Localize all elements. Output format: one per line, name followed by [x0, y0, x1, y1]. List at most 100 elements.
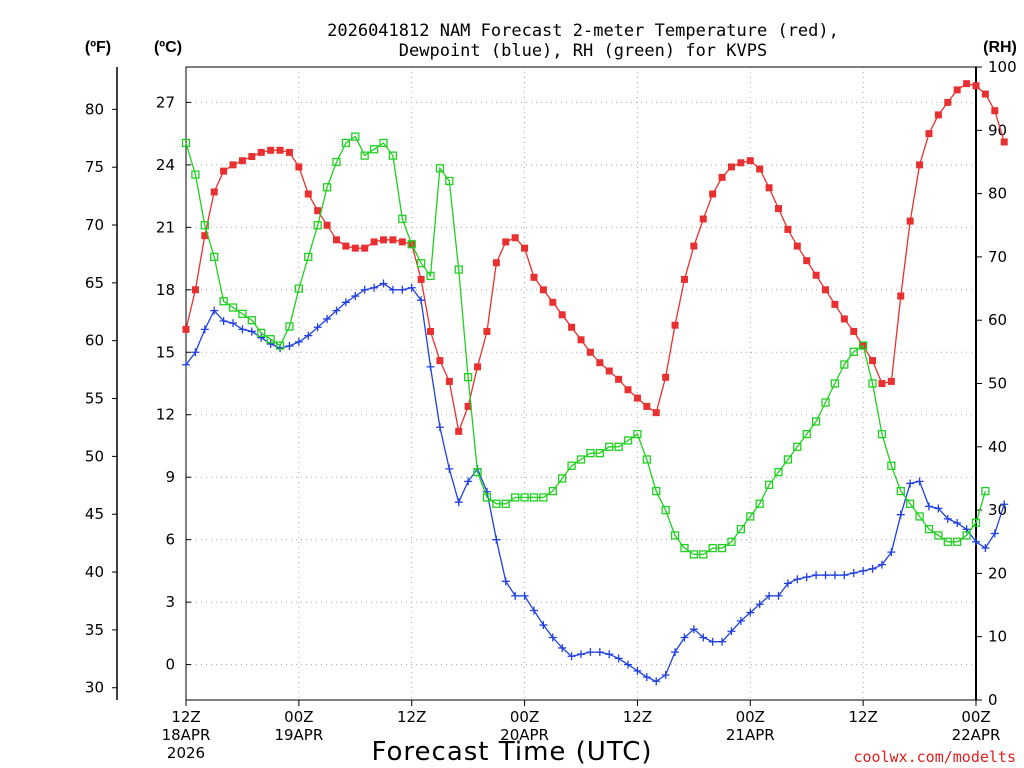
temperature-point — [746, 157, 754, 165]
temperature-point — [558, 311, 566, 319]
dewpoint-point — [906, 479, 915, 488]
celsius-tick-label: 24 — [156, 156, 175, 174]
temperature-point — [709, 190, 717, 198]
relative-humidity-point — [341, 138, 351, 148]
relative-humidity-point — [511, 493, 520, 502]
temperature-point — [380, 236, 387, 244]
temperature-point — [643, 402, 651, 410]
fahrenheit-tick-label: 75 — [85, 158, 104, 176]
fahrenheit-axis-unit: (ºF) — [85, 39, 111, 56]
temperature-point — [784, 225, 792, 233]
temperature-point — [511, 234, 519, 242]
relative-humidity-point — [257, 328, 266, 338]
relative-humidity-point — [962, 531, 971, 540]
relative-humidity-point — [294, 284, 304, 293]
temperature-point — [916, 161, 924, 169]
rh-tick-label: 70 — [988, 248, 1007, 266]
relative-humidity-point — [774, 467, 783, 477]
relative-humidity-point — [369, 145, 379, 154]
dewpoint-point — [727, 627, 736, 636]
dewpoint-point — [990, 529, 999, 538]
dewpoint-point — [323, 314, 332, 323]
relative-humidity-point — [764, 480, 774, 489]
relative-humidity-point — [285, 322, 294, 331]
dewpoint-point — [746, 608, 755, 617]
x-tick-label: 12Z — [397, 708, 426, 726]
dewpoint-point — [294, 337, 303, 346]
relative-humidity-point — [191, 170, 200, 179]
temperature-point — [850, 327, 858, 335]
rh-tick-label: 80 — [988, 185, 1007, 203]
relative-humidity-point — [680, 543, 689, 553]
chart-title-line-2: Dewpoint (blue), RH (green) for KVPS — [399, 41, 767, 61]
grid-lines — [186, 67, 976, 700]
x-tick-label: 12Z — [623, 708, 652, 726]
dewpoint-point — [595, 648, 604, 657]
fahrenheit-tick-label: 55 — [85, 390, 104, 408]
relative-humidity-point — [501, 499, 510, 508]
temperature-point — [267, 146, 275, 154]
dewpoint-line — [185, 282, 1005, 683]
dewpoint-point — [953, 519, 962, 528]
relative-humidity-point — [567, 461, 576, 470]
temperature-point — [191, 286, 199, 294]
dewpoint-point — [812, 571, 821, 580]
temperature-point — [238, 157, 246, 165]
x-tick-label: 18APR — [162, 726, 211, 744]
relative-humidity-point — [868, 379, 877, 388]
dewpoint-point — [266, 339, 275, 348]
celsius-tick-label: 6 — [165, 531, 175, 549]
temperature-point — [304, 190, 312, 198]
temperature-point — [492, 259, 500, 267]
x-tick-label: 21APR — [726, 726, 775, 744]
relative-humidity-point — [313, 221, 322, 230]
temperature-point — [869, 357, 877, 365]
dewpoint-point — [200, 325, 209, 334]
temperature-point — [549, 298, 557, 306]
relative-humidity-point — [576, 455, 586, 464]
temperature-point — [803, 257, 811, 265]
dewpoint-point — [360, 285, 369, 294]
temperature-point — [765, 184, 773, 192]
dewpoint-point — [398, 285, 407, 294]
relative-humidity-point — [793, 442, 802, 451]
relative-humidity-point — [670, 531, 680, 540]
temperature-point — [398, 238, 406, 246]
dewpoint-point — [783, 579, 792, 588]
dewpoint-point — [642, 673, 651, 682]
dewpoint-point — [924, 502, 933, 511]
dewpoint-point — [558, 643, 567, 652]
temperature-point — [840, 315, 848, 323]
relative-humidity-point — [633, 429, 642, 439]
x-tick-label: 00Z — [284, 708, 313, 726]
dewpoint-point — [210, 306, 219, 315]
temperature-point — [887, 377, 895, 385]
x-tick-label: 00Z — [736, 708, 765, 726]
temperature-point — [775, 205, 782, 213]
dewpoint-point — [182, 360, 190, 369]
relative-humidity-point — [661, 505, 670, 515]
x-tick-label: 20APR — [500, 726, 549, 744]
relative-humidity-point — [398, 214, 407, 224]
temperature-point — [201, 232, 209, 240]
temperature-point — [652, 409, 660, 417]
temperature-point — [662, 373, 670, 381]
temperature-point — [897, 292, 905, 300]
temperature-point — [981, 90, 989, 98]
rh-tick-label: 0 — [988, 691, 998, 709]
relative-humidity-point — [586, 448, 595, 458]
temperature-point — [906, 217, 914, 225]
relative-humidity-point — [896, 486, 905, 496]
temperature-point — [831, 300, 839, 308]
relative-humidity-point — [454, 265, 463, 274]
temperature-point — [633, 394, 641, 402]
relative-humidity-point — [783, 455, 793, 464]
temperature-point — [925, 130, 933, 138]
dewpoint-point — [191, 348, 200, 357]
dewpoint-point — [671, 648, 680, 657]
relative-humidity-point — [802, 429, 811, 439]
relative-humidity-point — [614, 442, 623, 451]
temperature-point — [737, 159, 745, 167]
relative-humidity-point — [529, 493, 539, 502]
